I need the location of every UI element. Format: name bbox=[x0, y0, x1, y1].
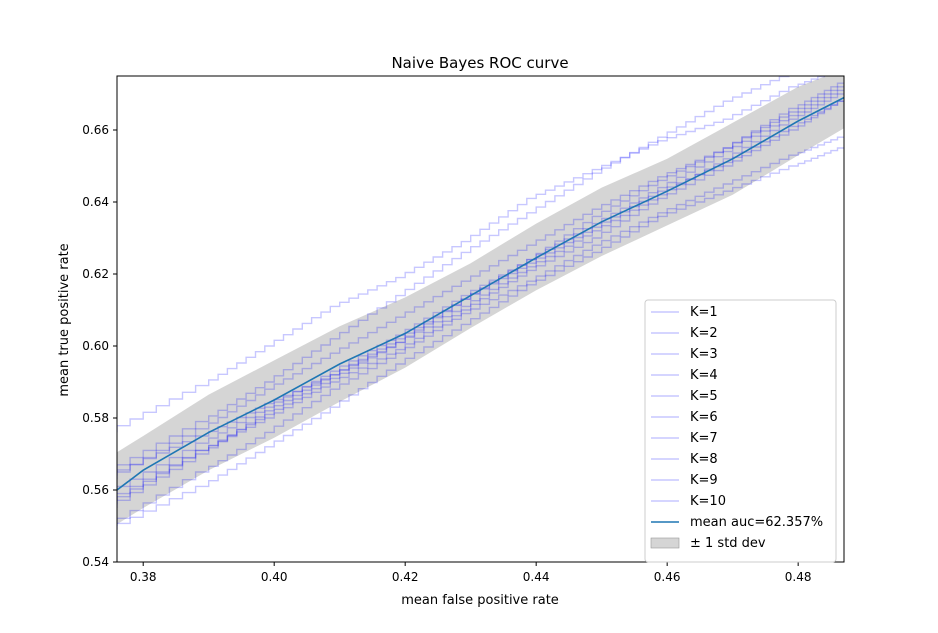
axes-frame bbox=[116, 75, 845, 563]
y-axis-ticks: 0.54 0.56 0.58 0.60 0.62 0.64 0.66 bbox=[82, 123, 117, 569]
y-tick-label: 0.54 bbox=[82, 555, 109, 569]
legend-label: K=8 bbox=[690, 452, 718, 467]
y-axis-label: mean true positive rate bbox=[57, 243, 72, 396]
mean-roc-curve bbox=[117, 96, 844, 491]
x-tick-label: 0.40 bbox=[261, 570, 288, 584]
legend-label: K=9 bbox=[690, 473, 718, 488]
legend-label-band: ± 1 std dev bbox=[690, 536, 766, 551]
legend-label: K=10 bbox=[690, 494, 726, 509]
legend-label: K=1 bbox=[690, 305, 718, 320]
x-axis-ticks: 0.38 0.40 0.42 0.44 0.46 0.48 bbox=[130, 562, 812, 584]
x-tick-label: 0.46 bbox=[654, 570, 681, 584]
legend-label-mean: mean auc=62.357% bbox=[690, 515, 823, 530]
y-tick-label: 0.60 bbox=[82, 339, 109, 353]
fold-curve-6 bbox=[117, 82, 844, 494]
fold-curve-1 bbox=[117, 76, 826, 433]
legend-label: K=5 bbox=[690, 389, 718, 404]
y-tick-label: 0.62 bbox=[82, 267, 109, 281]
legend-swatch-band bbox=[650, 537, 680, 549]
legend-label: K=6 bbox=[690, 410, 718, 425]
y-tick-label: 0.56 bbox=[82, 483, 109, 497]
x-tick-label: 0.42 bbox=[392, 570, 419, 584]
legend: K=1 K=2 K=3 K=4 K=5 K=6 K=7 K=8 K=9 K=10 mean auc=… bbox=[644, 299, 837, 563]
y-tick-label: 0.58 bbox=[82, 411, 109, 425]
fold-curve-7 bbox=[117, 93, 844, 501]
fold-curve-9 bbox=[117, 86, 844, 480]
fold-curve-8 bbox=[117, 136, 844, 526]
y-tick-label: 0.66 bbox=[82, 123, 109, 137]
fold-curve-5 bbox=[117, 147, 844, 530]
x-tick-label: 0.48 bbox=[785, 570, 812, 584]
std-dev-band bbox=[117, 76, 844, 525]
legend-label: K=2 bbox=[690, 326, 718, 341]
fold-curve-4 bbox=[117, 89, 844, 508]
chart-title: Naive Bayes ROC curve bbox=[391, 54, 568, 72]
legend-label: K=7 bbox=[690, 431, 718, 446]
x-tick-label: 0.44 bbox=[523, 570, 550, 584]
legend-label: K=3 bbox=[690, 347, 718, 362]
fold-curve-10 bbox=[117, 76, 790, 472]
x-axis-label: mean false positive rate bbox=[401, 593, 559, 608]
x-tick-label: 0.38 bbox=[130, 570, 157, 584]
legend-box bbox=[644, 299, 837, 563]
fold-curve-3 bbox=[117, 100, 844, 505]
y-tick-label: 0.64 bbox=[82, 195, 109, 209]
legend-label: K=4 bbox=[690, 368, 718, 383]
plot-area bbox=[117, 76, 844, 530]
